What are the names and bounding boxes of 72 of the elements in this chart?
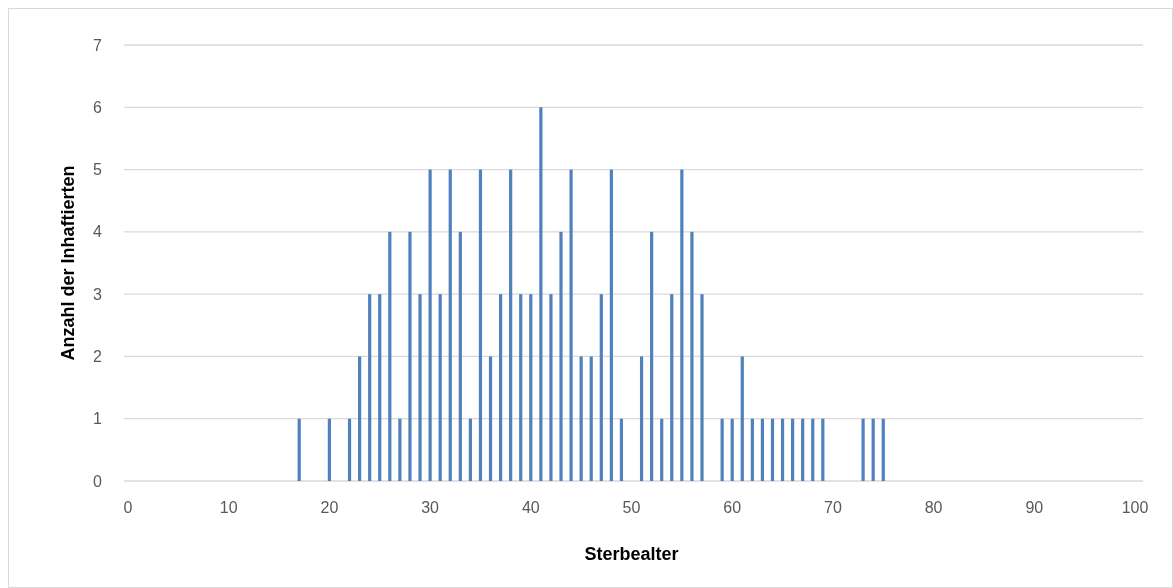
- x-tick-label: 30: [421, 499, 440, 516]
- bar: [559, 231, 563, 481]
- y-tick-label: 3: [93, 285, 103, 303]
- bar: [680, 169, 684, 481]
- bar: [740, 356, 744, 481]
- bar: [720, 418, 724, 481]
- bar: [660, 418, 664, 481]
- bar: [408, 231, 412, 481]
- x-tick-label: 100: [1121, 499, 1149, 516]
- bar: [619, 418, 624, 481]
- bar: [478, 169, 483, 481]
- bar: [650, 231, 654, 481]
- bar: [639, 356, 644, 481]
- bar: [569, 169, 573, 481]
- x-tick-label: 0: [123, 499, 133, 516]
- bar: [670, 294, 674, 481]
- y-tick-label: 7: [93, 36, 103, 54]
- x-tick-label: 60: [723, 499, 742, 516]
- bar: [690, 231, 694, 481]
- y-tick-label: 0: [93, 472, 103, 490]
- bar: [529, 294, 533, 481]
- bar: [297, 418, 301, 481]
- bar: [539, 107, 543, 481]
- x-tick-label: 80: [924, 499, 943, 516]
- y-tick-label: 5: [93, 161, 103, 179]
- bar: [448, 169, 452, 481]
- bar: [498, 294, 503, 481]
- bar: [579, 356, 583, 481]
- bar: [327, 418, 331, 481]
- bar: [519, 294, 523, 481]
- x-tick-label: 70: [824, 499, 842, 516]
- bar: [821, 418, 825, 481]
- bar: [791, 418, 795, 481]
- bar: [358, 356, 362, 481]
- bar: [871, 418, 875, 481]
- bar: [609, 169, 613, 481]
- y-tick-label: 4: [93, 223, 103, 241]
- bar: [488, 356, 493, 481]
- bar: [801, 418, 805, 481]
- bar: [589, 356, 593, 481]
- bar: [549, 294, 553, 481]
- bar: [861, 418, 865, 481]
- bar: [760, 418, 765, 481]
- bar: [730, 418, 734, 481]
- bar: [398, 418, 402, 481]
- bar: [700, 294, 704, 481]
- y-tick-label: 1: [93, 410, 103, 428]
- x-axis-title: Sterbealter: [584, 544, 679, 564]
- bar: [388, 231, 392, 481]
- bar: [368, 294, 372, 481]
- y-tick-label: 2: [93, 348, 103, 366]
- y-axis-title: Anzahl der Inhaftierten: [58, 165, 78, 361]
- x-tick-label: 40: [521, 499, 540, 516]
- bar: [750, 418, 754, 481]
- x-tick-label: 20: [320, 499, 339, 516]
- y-tick-label: 6: [93, 98, 103, 116]
- bar: [770, 418, 775, 481]
- bar: [378, 294, 382, 481]
- x-tick-label: 10: [219, 499, 238, 516]
- bar: [881, 418, 885, 481]
- x-tick-label: 50: [622, 499, 641, 516]
- bar: [418, 294, 422, 481]
- bar: [599, 294, 603, 481]
- bar: [438, 294, 442, 481]
- bar: [780, 418, 785, 481]
- bar: [468, 418, 472, 481]
- bar: [428, 169, 432, 481]
- bar: [509, 169, 513, 481]
- bar: [347, 418, 352, 481]
- x-tick-label: 90: [1025, 499, 1044, 516]
- bar: [811, 418, 815, 481]
- bar: [458, 231, 462, 481]
